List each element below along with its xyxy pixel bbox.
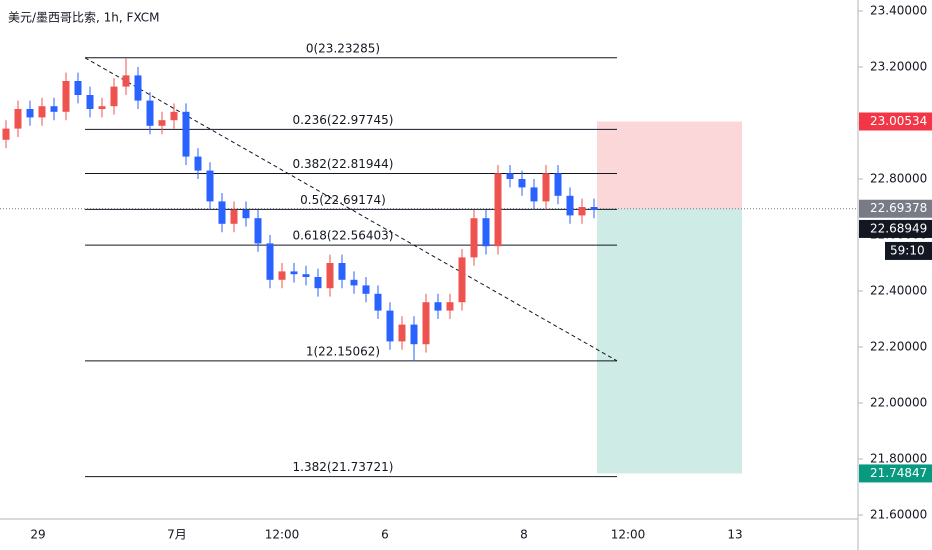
y-tick-label: 22.00000 <box>870 396 927 410</box>
candle-body <box>62 81 70 112</box>
x-tick-label: 8 <box>520 528 528 542</box>
candle-body <box>326 263 334 289</box>
y-tick-label: 21.80000 <box>870 452 927 466</box>
x-tick-label: 12:00 <box>265 528 300 542</box>
candle-body <box>338 263 346 280</box>
candle-body <box>386 310 394 342</box>
fib-label: 0.5(22.69174) <box>300 193 386 207</box>
candle-body <box>446 302 454 311</box>
candle-body <box>590 207 598 210</box>
candle-body <box>278 271 286 280</box>
entry-price: 22.69378 <box>870 201 927 215</box>
candle-body <box>242 209 250 219</box>
candle-body <box>158 120 166 126</box>
entry-price-box <box>859 199 932 218</box>
candle-body <box>194 156 202 171</box>
candle-body <box>26 109 34 118</box>
candle-body <box>506 173 514 179</box>
candle-body <box>122 75 130 87</box>
candle-body <box>302 274 310 277</box>
candle-body <box>170 111 178 121</box>
candle-body <box>494 173 502 247</box>
candle-body <box>470 218 478 258</box>
candle-body <box>110 86 118 107</box>
candle-body <box>146 100 154 126</box>
candle-body <box>266 243 274 280</box>
candle-body <box>230 209 238 224</box>
candle-body <box>434 302 442 311</box>
fib-label: 0.236(22.97745) <box>293 113 394 127</box>
last-price-box <box>859 219 932 238</box>
candle-body <box>50 106 58 112</box>
candle-body <box>290 271 298 275</box>
fib-label: 0(23.23285) <box>306 41 380 55</box>
y-tick-label: 22.20000 <box>870 340 927 354</box>
target-price-box <box>859 464 932 483</box>
x-tick-label: 6 <box>381 528 389 542</box>
candle-body <box>86 95 94 109</box>
fib-label: 0.618(22.56403) <box>293 229 394 243</box>
candle-body <box>14 109 22 129</box>
target-zone <box>597 208 742 474</box>
candle-body <box>74 81 82 95</box>
y-tick-label: 22.40000 <box>870 284 927 298</box>
x-tick-label: 13 <box>727 528 742 542</box>
candle-body <box>518 179 526 188</box>
countdown-box <box>885 241 932 260</box>
countdown: 59:10 <box>890 243 925 257</box>
x-tick-label: 7月 <box>167 528 187 542</box>
candle-body <box>134 75 142 101</box>
fib-label: 1.382(21.73721) <box>293 460 394 474</box>
candle-body <box>98 106 106 109</box>
stop-price: 23.00534 <box>870 114 927 128</box>
candle-body <box>482 218 490 247</box>
candle-body <box>398 324 406 342</box>
candle-body <box>206 170 214 202</box>
last-price: 22.68949 <box>870 221 927 235</box>
y-tick-label: 21.60000 <box>870 508 927 522</box>
stop-price-box <box>859 112 932 131</box>
fib-label: 0.382(22.81944) <box>293 157 394 171</box>
fib-label: 1(22.15062) <box>306 344 380 358</box>
candle-body <box>410 324 418 345</box>
candle-body <box>554 173 562 196</box>
candle-body <box>254 218 262 244</box>
candle-body <box>38 106 46 118</box>
y-tick-label: 23.40000 <box>870 4 927 18</box>
chart-title: 美元/墨西哥比索, 1h, FXCM <box>8 11 160 25</box>
candle-body <box>350 279 358 286</box>
candle-body <box>566 195 574 216</box>
candle-body <box>374 293 382 311</box>
candle-body <box>530 187 538 202</box>
candle-body <box>218 201 226 224</box>
target-price: 21.74847 <box>870 466 927 480</box>
candle-body <box>2 128 10 140</box>
candle-body <box>578 207 586 216</box>
y-tick-label: 23.20000 <box>870 60 927 74</box>
y-tick-label: 22.80000 <box>870 172 927 186</box>
candle-body <box>458 257 466 303</box>
stop-zone <box>597 121 742 209</box>
x-tick-label: 12:00 <box>611 528 646 542</box>
candle-body <box>422 302 430 345</box>
candle-body <box>542 173 550 202</box>
candle-body <box>182 111 190 157</box>
x-tick-label: 29 <box>30 528 45 542</box>
candle-body <box>362 285 370 294</box>
candle-body <box>314 277 322 289</box>
